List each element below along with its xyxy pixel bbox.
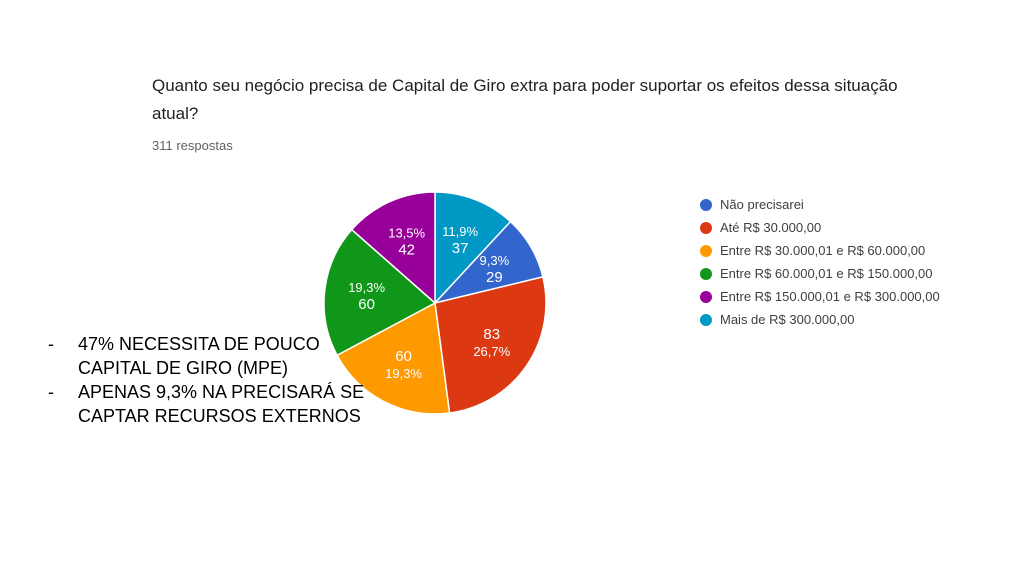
- legend-item[interactable]: Não precisarei: [700, 193, 940, 216]
- note-item: - 47% NECESSITA DE POUCO CAPITAL DE GIRO…: [48, 332, 378, 380]
- question-title: Quanto seu negócio precisa de Capital de…: [152, 76, 898, 123]
- legend-label: Não precisarei: [720, 197, 804, 212]
- note-dash: -: [48, 334, 54, 354]
- slice-count-label: 83: [483, 326, 500, 343]
- legend-swatch: [700, 221, 712, 234]
- slice-percent-label: 11,9%: [442, 224, 478, 239]
- legend-item[interactable]: Entre R$ 60.000,01 e R$ 150.000,00: [700, 262, 940, 285]
- legend-label: Até R$ 30.000,00: [720, 220, 822, 235]
- legend-label: Entre R$ 150.000,01 e R$ 300.000,00: [720, 289, 940, 304]
- response-count: 311 respostas: [152, 138, 233, 153]
- slice-count-label: 60: [358, 296, 375, 313]
- legend-label: Entre R$ 60.000,01 e R$ 150.000,00: [720, 266, 933, 281]
- legend-label: Mais de R$ 300.000,00: [720, 312, 855, 327]
- note-text: APENAS 9,3% NA PRECISARÁ SE CAPTAR RECUR…: [78, 382, 365, 426]
- slice-percent-label: 26,7%: [473, 344, 510, 359]
- legend-label: Entre R$ 30.000,01 e R$ 60.000,00: [720, 243, 926, 258]
- pie-slice[interactable]: [350, 191, 436, 305]
- chart-legend: Não precisarei Até R$ 30.000,00 Entre R$…: [700, 193, 940, 331]
- note-item: - APENAS 9,3% NA PRECISARÁ SE CAPTAR REC…: [48, 380, 378, 428]
- slice-percent-label: 19,3%: [348, 280, 385, 295]
- legend-swatch: [700, 313, 712, 326]
- notes-list: - 47% NECESSITA DE POUCO CAPITAL DE GIRO…: [48, 332, 378, 428]
- slice-percent-label: 13,5%: [388, 225, 425, 240]
- legend-swatch: [700, 267, 712, 280]
- pie-slice[interactable]: [323, 228, 437, 357]
- pie-chart: 11,9%379,3%298326,7%6019,3%19,3%6013,5%4…: [323, 191, 547, 415]
- slice-percent-label: 19,3%: [385, 366, 422, 381]
- slice-count-label: 29: [486, 269, 503, 286]
- note-dash: -: [48, 382, 54, 402]
- legend-item[interactable]: Mais de R$ 300.000,00: [700, 308, 940, 331]
- slice-count-label: 42: [398, 241, 415, 258]
- slice-count-label: 60: [395, 348, 412, 365]
- note-text: 47% NECESSITA DE POUCO CAPITAL DE GIRO (…: [78, 334, 320, 378]
- legend-item[interactable]: Até R$ 30.000,00: [700, 216, 940, 239]
- pie-slice[interactable]: [434, 275, 547, 414]
- pie-slice[interactable]: [336, 301, 451, 415]
- pie-slice[interactable]: [434, 191, 512, 305]
- legend-item[interactable]: Entre R$ 150.000,01 e R$ 300.000,00: [700, 285, 940, 308]
- slice-percent-label: 9,3%: [480, 253, 510, 268]
- legend-swatch: [700, 290, 712, 303]
- slice-count-label: 37: [452, 240, 469, 257]
- legend-item[interactable]: Entre R$ 30.000,01 e R$ 60.000,00: [700, 239, 940, 262]
- legend-swatch: [700, 244, 712, 257]
- legend-swatch: [700, 198, 712, 211]
